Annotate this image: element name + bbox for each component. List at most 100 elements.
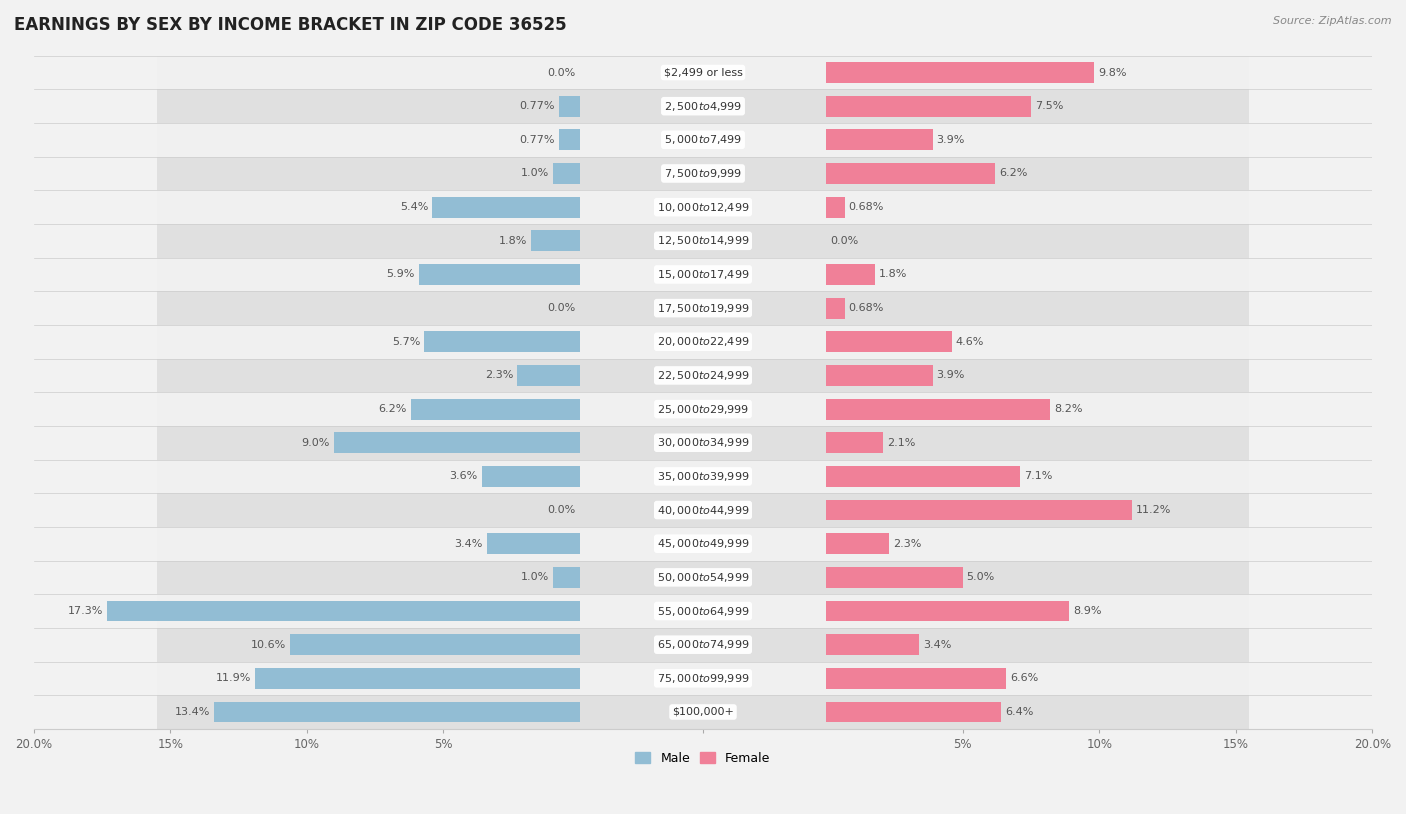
Text: $5,000 to $7,499: $5,000 to $7,499: [664, 133, 742, 147]
Bar: [560, 129, 581, 151]
Bar: [156, 156, 1250, 190]
Text: 3.4%: 3.4%: [454, 539, 484, 549]
Bar: [156, 594, 1250, 628]
Bar: [825, 331, 952, 352]
Bar: [156, 460, 1250, 493]
Text: 0.0%: 0.0%: [830, 236, 858, 246]
Bar: [156, 493, 1250, 527]
Text: 6.4%: 6.4%: [1005, 707, 1033, 717]
Text: 3.4%: 3.4%: [922, 640, 952, 650]
Text: 6.6%: 6.6%: [1011, 673, 1039, 683]
Text: $40,000 to $44,999: $40,000 to $44,999: [657, 504, 749, 517]
Text: 0.0%: 0.0%: [548, 505, 576, 515]
Text: 2.1%: 2.1%: [887, 438, 915, 448]
Bar: [156, 325, 1250, 359]
Text: 8.2%: 8.2%: [1054, 404, 1083, 414]
Text: $75,000 to $99,999: $75,000 to $99,999: [657, 672, 749, 685]
Text: 0.0%: 0.0%: [548, 68, 576, 77]
Text: $12,500 to $14,999: $12,500 to $14,999: [657, 234, 749, 247]
Text: $20,000 to $22,499: $20,000 to $22,499: [657, 335, 749, 348]
Bar: [825, 601, 1069, 621]
Bar: [825, 466, 1019, 487]
Text: $17,500 to $19,999: $17,500 to $19,999: [657, 302, 749, 315]
Bar: [482, 466, 581, 487]
Bar: [156, 190, 1250, 224]
Bar: [825, 432, 883, 453]
Bar: [156, 662, 1250, 695]
Bar: [214, 702, 581, 722]
Text: 17.3%: 17.3%: [67, 606, 103, 616]
Text: 1.0%: 1.0%: [520, 572, 548, 582]
Bar: [486, 533, 581, 554]
Bar: [335, 432, 581, 453]
Bar: [156, 90, 1250, 123]
Bar: [156, 628, 1250, 662]
Bar: [156, 426, 1250, 460]
Bar: [825, 298, 845, 318]
Bar: [156, 561, 1250, 594]
Bar: [825, 399, 1050, 419]
Text: 0.77%: 0.77%: [519, 101, 555, 112]
Bar: [825, 500, 1132, 520]
Bar: [825, 533, 889, 554]
Text: $7,500 to $9,999: $7,500 to $9,999: [664, 167, 742, 180]
Text: 5.0%: 5.0%: [967, 572, 995, 582]
Bar: [156, 123, 1250, 156]
Bar: [553, 163, 581, 184]
Bar: [291, 634, 581, 655]
Bar: [156, 258, 1250, 291]
Text: 2.3%: 2.3%: [893, 539, 921, 549]
Text: 2.3%: 2.3%: [485, 370, 513, 380]
Legend: Male, Female: Male, Female: [630, 746, 776, 770]
Bar: [156, 55, 1250, 90]
Text: $25,000 to $29,999: $25,000 to $29,999: [657, 403, 749, 416]
Text: 11.2%: 11.2%: [1136, 505, 1171, 515]
Text: 1.8%: 1.8%: [879, 269, 908, 279]
Bar: [433, 197, 581, 217]
Text: $22,500 to $24,999: $22,500 to $24,999: [657, 369, 749, 382]
Bar: [156, 359, 1250, 392]
Bar: [553, 567, 581, 588]
Bar: [419, 264, 581, 285]
Bar: [825, 365, 932, 386]
Bar: [254, 668, 581, 689]
Text: 13.4%: 13.4%: [174, 707, 209, 717]
Text: 6.2%: 6.2%: [1000, 168, 1028, 178]
Bar: [107, 601, 581, 621]
Text: 4.6%: 4.6%: [956, 337, 984, 347]
Bar: [825, 96, 1031, 116]
Text: Source: ZipAtlas.com: Source: ZipAtlas.com: [1274, 16, 1392, 26]
Text: 3.9%: 3.9%: [936, 135, 965, 145]
Bar: [517, 365, 581, 386]
Text: $65,000 to $74,999: $65,000 to $74,999: [657, 638, 749, 651]
Text: $35,000 to $39,999: $35,000 to $39,999: [657, 470, 749, 483]
Text: 0.0%: 0.0%: [548, 303, 576, 313]
Bar: [825, 129, 932, 151]
Text: 1.0%: 1.0%: [520, 168, 548, 178]
Text: $15,000 to $17,499: $15,000 to $17,499: [657, 268, 749, 281]
Text: 6.2%: 6.2%: [378, 404, 406, 414]
Text: $100,000+: $100,000+: [672, 707, 734, 717]
Text: $50,000 to $54,999: $50,000 to $54,999: [657, 571, 749, 584]
Bar: [825, 62, 1094, 83]
Bar: [560, 96, 581, 116]
Bar: [825, 702, 1001, 722]
Text: 5.4%: 5.4%: [401, 202, 429, 212]
Text: $2,500 to $4,999: $2,500 to $4,999: [664, 99, 742, 112]
Text: 1.8%: 1.8%: [498, 236, 527, 246]
Text: 0.68%: 0.68%: [849, 303, 884, 313]
Bar: [156, 291, 1250, 325]
Text: 9.0%: 9.0%: [302, 438, 330, 448]
Text: 7.1%: 7.1%: [1024, 471, 1053, 481]
Text: 8.9%: 8.9%: [1073, 606, 1102, 616]
Text: 9.8%: 9.8%: [1098, 68, 1126, 77]
Text: $2,499 or less: $2,499 or less: [664, 68, 742, 77]
Text: $30,000 to $34,999: $30,000 to $34,999: [657, 436, 749, 449]
Bar: [825, 197, 845, 217]
Text: 3.6%: 3.6%: [450, 471, 478, 481]
Bar: [425, 331, 581, 352]
Text: EARNINGS BY SEX BY INCOME BRACKET IN ZIP CODE 36525: EARNINGS BY SEX BY INCOME BRACKET IN ZIP…: [14, 16, 567, 34]
Text: 7.5%: 7.5%: [1035, 101, 1063, 112]
Bar: [825, 634, 920, 655]
Text: 5.9%: 5.9%: [387, 269, 415, 279]
